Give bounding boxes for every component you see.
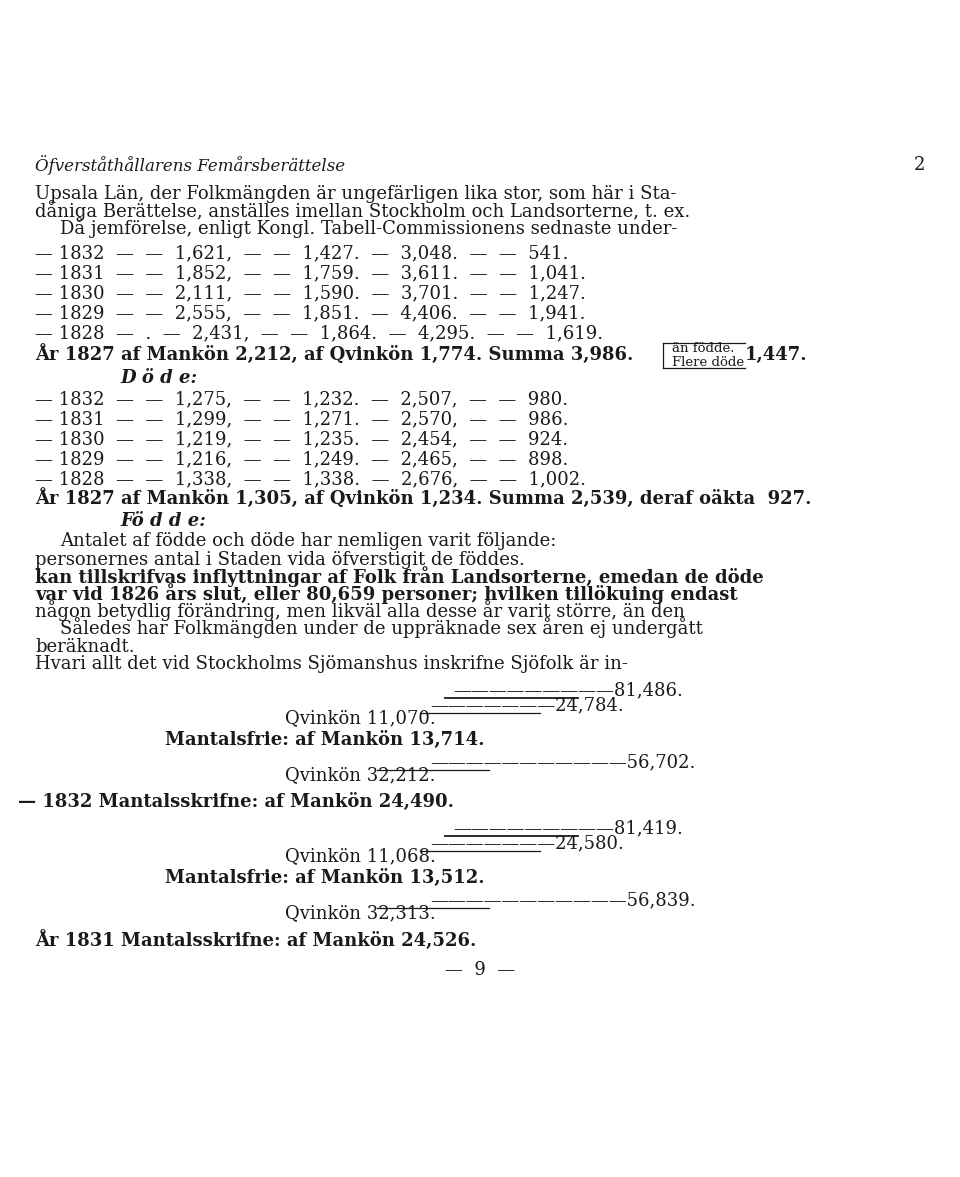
- Text: 2: 2: [914, 157, 925, 174]
- Text: personernes antal i Staden vida öfverstigit de föddes.: personernes antal i Staden vida öfversti…: [35, 551, 525, 568]
- Text: ———————————56,839.: ———————————56,839.: [430, 891, 696, 909]
- Text: — 1829  —  —  2,555,  —  —  1,851.  —  4,406.  —  —  1,941.: — 1829 — — 2,555, — — 1,851. — 4,406. — …: [35, 304, 586, 322]
- Text: Qvinkön 32,212.: Qvinkön 32,212.: [285, 766, 436, 784]
- Text: Mantalsfrie: af Mankön 13,714.: Mantalsfrie: af Mankön 13,714.: [165, 731, 485, 749]
- Text: Mantalsfrie: af Mankön 13,512.: Mantalsfrie: af Mankön 13,512.: [165, 869, 485, 887]
- Text: någon betydlig förändring, men likväl alla desse år varit större, än den: någon betydlig förändring, men likväl al…: [35, 600, 684, 621]
- Text: — 1829  —  —  1,216,  —  —  1,249.  —  2,465,  —  —  898.: — 1829 — — 1,216, — — 1,249. — 2,465, — …: [35, 450, 568, 468]
- Text: —  9  —: — 9 —: [444, 960, 516, 979]
- Text: ———————————56,702.: ———————————56,702.: [430, 753, 695, 771]
- Text: — 1831  —  —  1,299,  —  —  1,271.  —  2,570,  —  —  986.: — 1831 — — 1,299, — — 1,271. — 2,570, — …: [35, 410, 568, 428]
- Text: Qvinkön 11,068.: Qvinkön 11,068.: [285, 847, 436, 865]
- Text: — 1828  —  —  1,338,  —  —  1,338.  —  2,676,  —  —  1,002.: — 1828 — — 1,338, — — 1,338. — 2,676, — …: [35, 470, 586, 488]
- Text: än födde.: än födde.: [672, 343, 734, 355]
- Text: Fö d d e:: Fö d d e:: [120, 512, 205, 530]
- Text: — 1830  —  —  1,219,  —  —  1,235.  —  2,454,  —  —  924.: — 1830 — — 1,219, — — 1,235. — 2,454, — …: [35, 430, 568, 448]
- Text: —————————81,486.: —————————81,486.: [453, 681, 683, 699]
- Text: Således har Folkmängden under de uppräknade sex åren ej undergått: Således har Folkmängden under de uppräkn…: [60, 618, 703, 638]
- Text: — 1832 Mantalsskrifne: af Mankön 24,490.: — 1832 Mantalsskrifne: af Mankön 24,490.: [18, 793, 454, 811]
- Text: 1,447.: 1,447.: [745, 346, 807, 364]
- Text: Flere döde: Flere döde: [672, 355, 744, 368]
- Text: — 1831  —  —  1,852,  —  —  1,759.  —  3,611.  —  —  1,041.: — 1831 — — 1,852, — — 1,759. — 3,611. — …: [35, 264, 586, 282]
- Text: Antalet af födde och döde har nemligen varit följande:: Antalet af födde och döde har nemligen v…: [60, 532, 557, 550]
- Text: D ö d e:: D ö d e:: [120, 370, 197, 387]
- Text: Qvinkön 11,070.: Qvinkön 11,070.: [285, 709, 436, 727]
- Text: ———————24,580.: ———————24,580.: [430, 834, 624, 852]
- Text: Då jemförelse, enligt Kongl. Tabell-Commissionens sednaste under-: Då jemförelse, enligt Kongl. Tabell-Comm…: [60, 218, 678, 239]
- Text: dåniga Berättelse, anställes imellan Stockholm och Landsorterne, t. ex.: dåniga Berättelse, anställes imellan Sto…: [35, 200, 690, 221]
- Text: —————————81,419.: —————————81,419.: [453, 819, 683, 837]
- Text: kan tillskrifvas inflyttningar af Folk från Landsorterne, emedan de döde: kan tillskrifvas inflyttningar af Folk f…: [35, 566, 764, 587]
- Text: — 1828  —  .  —  2,431,  —  —  1,864.  —  4,295.  —  —  1,619.: — 1828 — . — 2,431, — — 1,864. — 4,295. …: [35, 324, 603, 343]
- Text: Öfverståthållarens Femårsberättelse: Öfverståthållarens Femårsberättelse: [35, 155, 346, 175]
- Text: Upsala Län, der Folkmängden är ungefärligen lika stor, som här i Sta-: Upsala Län, der Folkmängden är ungefärli…: [35, 185, 677, 202]
- Text: År 1831 Mantalsskrifne: af Mankön 24,526.: År 1831 Mantalsskrifne: af Mankön 24,526…: [35, 930, 476, 950]
- Text: Hvari allt det vid Stockholms Sjömanshus inskrifne Sjöfolk är in-: Hvari allt det vid Stockholms Sjömanshus…: [35, 654, 628, 673]
- Text: Qvinkön 32,313.: Qvinkön 32,313.: [285, 904, 436, 922]
- Text: ———————24,784.: ———————24,784.: [430, 696, 624, 714]
- Text: — 1830  —  —  2,111,  —  —  1,590.  —  3,701.  —  —  1,247.: — 1830 — — 2,111, — — 1,590. — 3,701. — …: [35, 284, 586, 302]
- Text: — 1832  —  —  1,621,  —  —  1,427.  —  3,048.  —  —  541.: — 1832 — — 1,621, — — 1,427. — 3,048. — …: [35, 244, 568, 262]
- Text: — 1832  —  —  1,275,  —  —  1,232.  —  2,507,  —  —  980.: — 1832 — — 1,275, — — 1,232. — 2,507, — …: [35, 390, 568, 408]
- Text: beräknadt.: beräknadt.: [35, 638, 134, 656]
- Text: var vid 1826 års slut, eller 80,659 personer; hvilken tillökuing endast: var vid 1826 års slut, eller 80,659 pers…: [35, 584, 737, 605]
- Text: År 1827 af Mankön 2,212, af Qvinkön 1,774. Summa 3,986.: År 1827 af Mankön 2,212, af Qvinkön 1,77…: [35, 345, 634, 365]
- Text: År 1827 af Mankön 1,305, af Qvinkön 1,234. Summa 2,539, deraf oäkta  927.: År 1827 af Mankön 1,305, af Qvinkön 1,23…: [35, 488, 811, 508]
